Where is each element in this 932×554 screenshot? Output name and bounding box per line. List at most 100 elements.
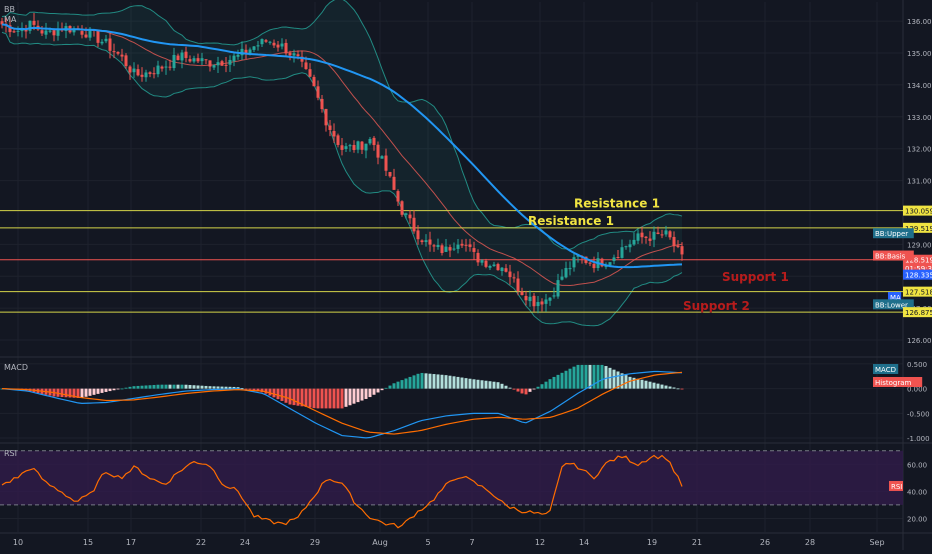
macd-bar	[576, 364, 580, 389]
macd-bar	[68, 388, 72, 398]
candle-body	[84, 34, 88, 38]
macd-bar	[384, 387, 388, 389]
annotation-label: Resistance 1	[528, 214, 614, 228]
candle-body	[52, 30, 56, 36]
macd-bar	[64, 388, 68, 398]
macd-bar	[228, 386, 232, 389]
candle-body	[364, 143, 368, 151]
macd-bar	[152, 384, 156, 389]
macd-bar	[584, 364, 588, 389]
macd-bar	[224, 386, 228, 389]
price-label-text: 01:59:38	[905, 265, 932, 273]
macd-bar	[532, 388, 536, 390]
x-tick-label: 14	[579, 538, 589, 547]
price-label: 129.519	[903, 222, 932, 233]
candle-body	[664, 230, 668, 235]
price-label: BB:Upper	[873, 228, 914, 239]
x-tick-label: 7	[469, 538, 474, 547]
rsi-y-tick: 20.00	[907, 515, 927, 523]
candle-body	[296, 54, 300, 57]
macd-bar	[136, 385, 140, 389]
candle-body	[372, 137, 376, 146]
price-label-bg	[903, 286, 932, 297]
macd-bar	[208, 386, 212, 389]
macd-bar	[640, 379, 644, 389]
price-label-text: BB:Upper	[875, 230, 908, 238]
candle-body	[148, 72, 152, 74]
candle-body	[548, 297, 552, 301]
candle-body	[452, 248, 456, 250]
candle-body	[656, 232, 660, 234]
candle-body	[340, 145, 344, 150]
macd-bar	[304, 388, 308, 407]
candle-body	[564, 267, 568, 278]
x-tick-label: Sep	[869, 538, 884, 547]
macd-bar	[612, 369, 616, 389]
candle-body	[164, 66, 168, 68]
candle-body	[652, 231, 656, 240]
price-label-bg	[903, 205, 932, 216]
candle-body	[332, 131, 336, 137]
y-tick-label: 134.000	[907, 82, 932, 90]
macd-bar	[448, 375, 452, 389]
price-label: 126.875	[903, 307, 932, 318]
candle-body	[444, 246, 448, 252]
price-label-bg	[903, 254, 932, 265]
candle-body	[648, 238, 652, 241]
candle-body	[432, 245, 436, 247]
macd-bar	[500, 383, 504, 389]
candle-body	[132, 68, 136, 73]
price-label-text: 130.059	[905, 208, 932, 216]
y-tick-label: 131.000	[907, 178, 932, 186]
price-label-text: 126.875	[905, 309, 932, 317]
candle-body	[48, 30, 52, 32]
price-label: BB:Basis	[873, 250, 914, 261]
candle-body	[496, 264, 500, 271]
macd-axis-label-bg	[873, 377, 923, 387]
macd-bar	[372, 388, 376, 395]
candle-body	[104, 38, 108, 42]
macd-bar	[204, 385, 208, 389]
candle-body	[8, 25, 12, 33]
candle-body	[396, 191, 400, 202]
macd-bar	[80, 388, 84, 398]
candle-body	[540, 301, 544, 305]
macd-y-tick: 0.500	[907, 361, 927, 369]
candle-body	[212, 65, 216, 68]
macd-bar	[580, 364, 584, 389]
macd-bar	[544, 381, 548, 389]
macd-bar	[168, 384, 172, 389]
candle-body	[384, 155, 388, 171]
macd-bar	[668, 386, 672, 389]
macd-bar	[72, 388, 76, 398]
macd-bar	[180, 384, 184, 389]
candle-body	[380, 156, 384, 159]
candle-body	[268, 41, 272, 43]
macd-bar	[536, 386, 540, 389]
candle-body	[88, 28, 92, 38]
bb-lower-line	[1, 31, 683, 327]
candle-body	[532, 295, 536, 307]
macd-bar	[648, 381, 652, 389]
rsi-y-tick: 60.00	[907, 461, 927, 469]
y-tick-label: 135.000	[907, 50, 932, 58]
x-tick-label: 12	[535, 538, 545, 547]
candle-body	[172, 54, 176, 69]
macd-bar	[128, 386, 132, 389]
macd-bar	[396, 381, 400, 389]
y-tick-label: 133.000	[907, 114, 932, 122]
candle-body	[436, 245, 440, 248]
rsi-axis-label-text: RSI	[891, 483, 902, 491]
macd-bar	[404, 378, 408, 389]
macd-bar	[88, 388, 92, 396]
macd-bar	[368, 388, 372, 398]
candle-body	[56, 28, 60, 36]
candle-body	[528, 296, 532, 302]
macd-bar	[520, 388, 524, 394]
candle-body	[252, 46, 256, 50]
candle-body	[264, 40, 268, 42]
candle-body	[488, 266, 492, 268]
macd-bar	[632, 377, 636, 389]
